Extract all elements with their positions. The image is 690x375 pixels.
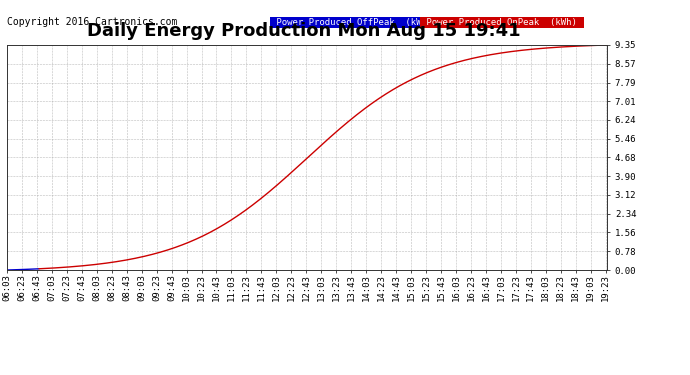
Text: Copyright 2016 Cartronics.com: Copyright 2016 Cartronics.com bbox=[7, 17, 177, 27]
Text: Daily Energy Production Mon Aug 15 19:41: Daily Energy Production Mon Aug 15 19:41 bbox=[87, 22, 520, 40]
Text: Power Produced OnPeak  (kWh): Power Produced OnPeak (kWh) bbox=[421, 18, 582, 27]
Text: Power Produced OffPeak  (kWh): Power Produced OffPeak (kWh) bbox=[271, 18, 437, 27]
